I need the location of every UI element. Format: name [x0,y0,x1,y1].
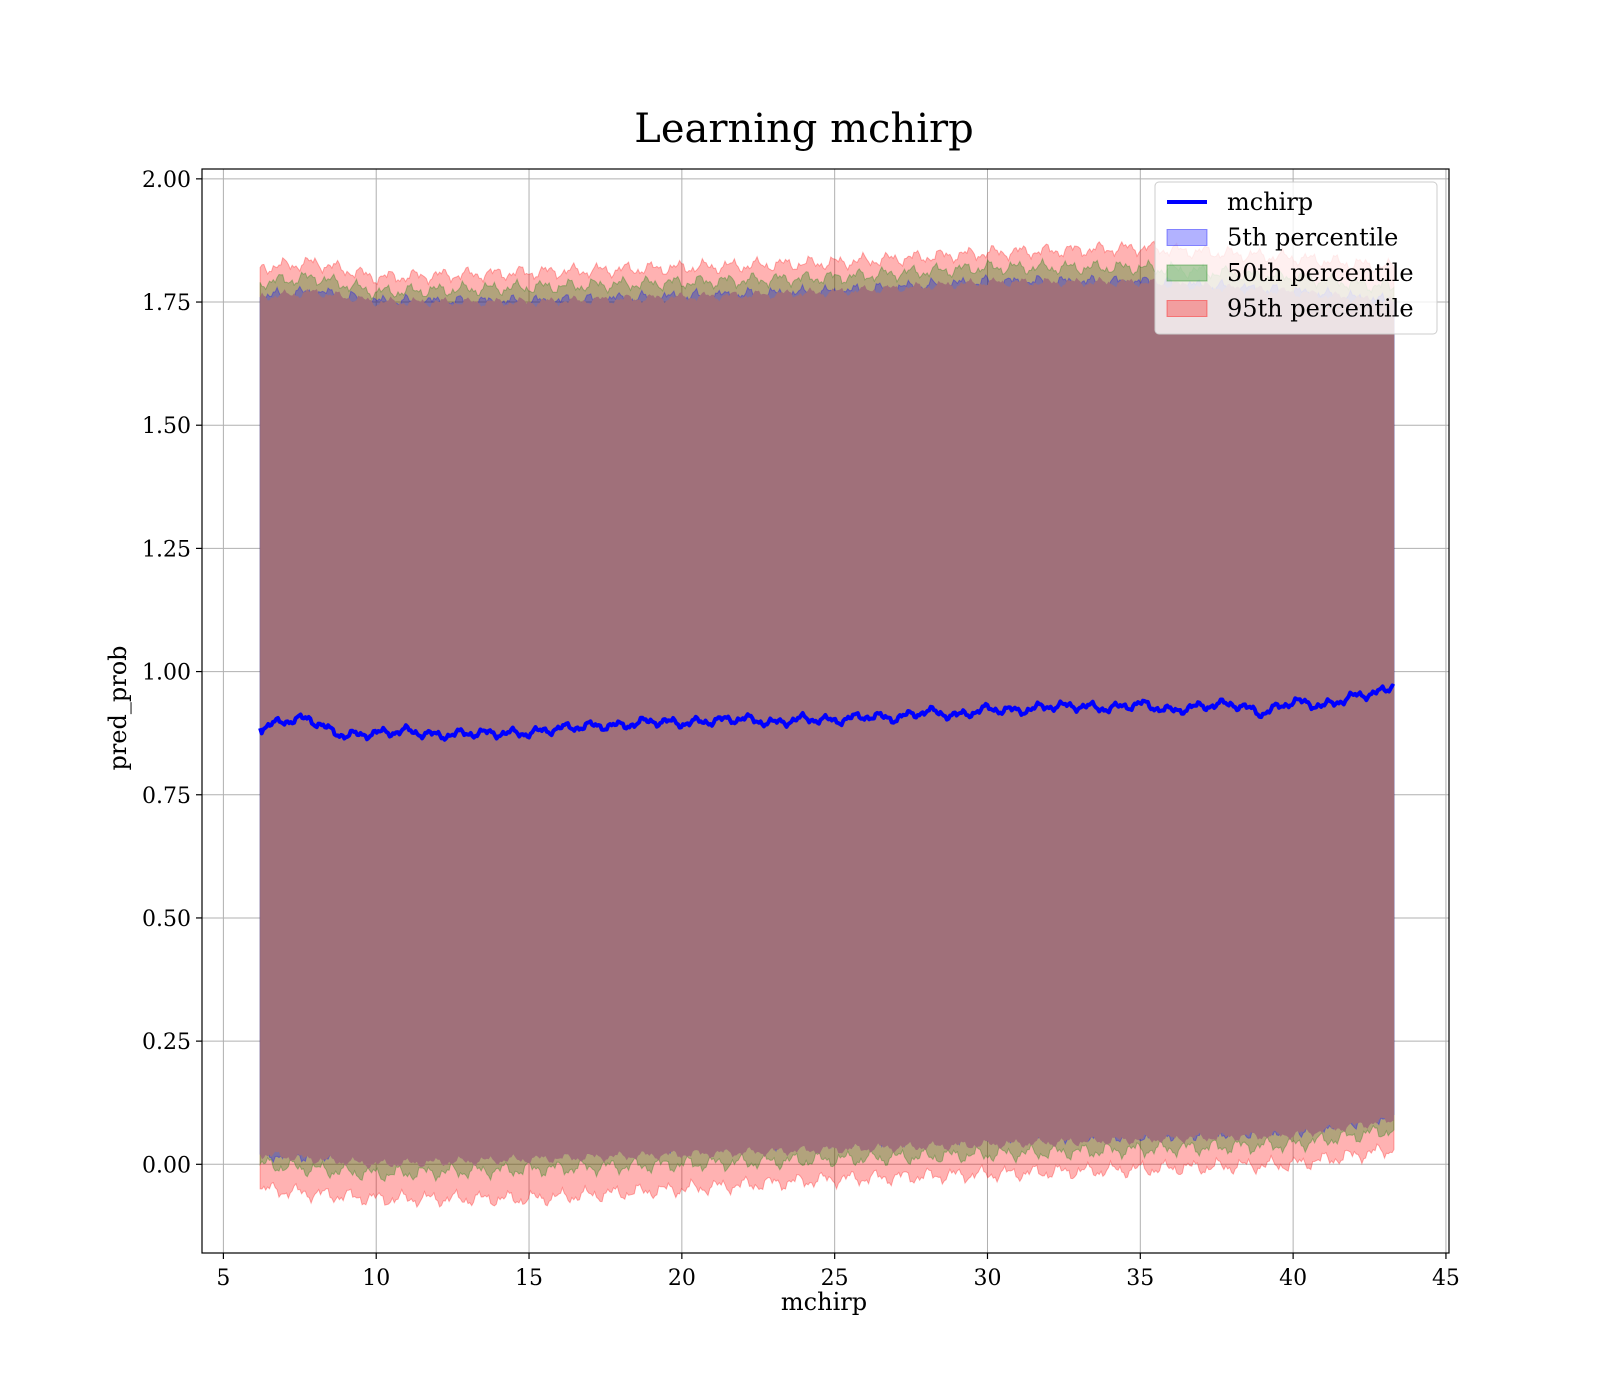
x-tick-label: 5 [216,1266,230,1291]
plot-area: 5 10 15 20 25 30 35 40 45 0.00 0.25 0.50 0.75 1.00 1.2… [142,168,1460,1291]
legend-swatch-band [1166,264,1208,282]
y-tick-label: 0.00 [142,1153,191,1178]
x-tick-label: 35 [1126,1266,1154,1291]
x-tick-label: 20 [668,1266,696,1291]
plot-frame [201,168,1450,1254]
y-tick-label: 1.50 [142,414,191,439]
legend: mchirp 5th percentile 50th percentile 95th … [1154,181,1438,335]
legend-label: mchirp [1227,188,1313,216]
x-tick-label: 10 [362,1266,390,1291]
series-line-mchirp [258,683,1396,742]
legend-label: 5th percentile [1227,224,1398,252]
y-tick-label: 2.00 [142,168,191,193]
x-tick-label: 30 [973,1266,1001,1291]
chart-title: Learning mchirp [634,106,973,152]
y-tick-label: 0.50 [142,907,191,932]
legend-swatch-band [1166,300,1208,317]
x-tick-label: 40 [1279,1266,1307,1291]
y-tick-label: 1.00 [142,661,191,686]
x-tick-label: 25 [821,1266,849,1291]
y-tick-label: 0.75 [142,784,191,809]
legend-box [1154,181,1438,335]
x-tick-label: 15 [515,1266,543,1291]
x-tick-label: 45 [1432,1266,1460,1291]
y-tick-label: 1.25 [142,537,191,562]
y-axis-label: pred_prob [104,645,132,770]
legend-label: 95th percentile [1227,295,1414,323]
legend-swatch-band [1166,229,1208,246]
legend-label: 50th percentile [1227,259,1414,287]
x-axis-label: mchirp [781,1288,867,1316]
band-overlap-core [260,276,1395,1169]
y-tick-label: 0.25 [142,1030,191,1055]
y-tick-label: 1.75 [142,291,191,316]
